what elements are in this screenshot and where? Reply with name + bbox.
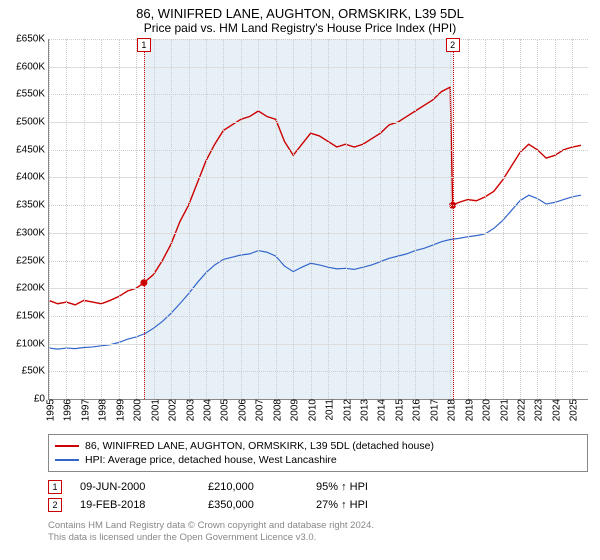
sale-row: 1 09-JUN-2000 £210,000 95% ↑ HPI — [48, 478, 588, 496]
footer-line: Contains HM Land Registry data © Crown c… — [48, 520, 588, 532]
legend-label: HPI: Average price, detached house, West… — [85, 454, 337, 466]
chart-plot-area: £0£50K£100K£150K£200K£250K£300K£350K£400… — [48, 39, 588, 400]
x-axis-label: 2023 — [530, 399, 545, 421]
x-axis-label: 2014 — [373, 399, 388, 421]
sale-price: £350,000 — [208, 499, 298, 511]
chart-title: 86, WINIFRED LANE, AUGHTON, ORMSKIRK, L3… — [0, 0, 600, 21]
sale-marker-box: 1 — [137, 38, 151, 52]
x-axis-label: 2018 — [443, 399, 458, 421]
x-axis-label: 2005 — [216, 399, 231, 421]
y-axis-label: £650K — [16, 34, 49, 45]
y-axis-label: £350K — [16, 200, 49, 211]
x-axis-label: 2007 — [251, 399, 266, 421]
sale-marker-box: 2 — [48, 498, 62, 512]
sales-list: 1 09-JUN-2000 £210,000 95% ↑ HPI 2 19-FE… — [48, 478, 588, 514]
x-axis-label: 2002 — [164, 399, 179, 421]
y-axis-label: £100K — [16, 338, 49, 349]
y-axis-label: £600K — [16, 61, 49, 72]
y-axis-label: £400K — [16, 172, 49, 183]
x-axis-label: 2017 — [425, 399, 440, 421]
x-axis-label: 2013 — [355, 399, 370, 421]
y-axis-label: £50K — [22, 366, 49, 377]
sale-date: 09-JUN-2000 — [80, 481, 190, 493]
sale-date: 19-FEB-2018 — [80, 499, 190, 511]
sale-hpi: 95% ↑ HPI — [316, 481, 368, 493]
x-axis-label: 2001 — [146, 399, 161, 421]
x-axis-label: 2000 — [129, 399, 144, 421]
y-axis-label: £150K — [16, 310, 49, 321]
series-line — [49, 195, 581, 349]
sale-marker-line — [453, 39, 454, 399]
x-axis-label: 2024 — [547, 399, 562, 421]
x-axis-label: 2016 — [408, 399, 423, 421]
x-axis-label: 2020 — [478, 399, 493, 421]
legend-swatch-red — [55, 445, 79, 447]
x-axis-label: 2006 — [233, 399, 248, 421]
y-axis-label: £550K — [16, 89, 49, 100]
x-axis-label: 2010 — [303, 399, 318, 421]
sale-marker-line — [144, 39, 145, 399]
sale-price: £210,000 — [208, 481, 298, 493]
x-axis-label: 2025 — [565, 399, 580, 421]
x-axis-label: 2008 — [268, 399, 283, 421]
footer-line: This data is licensed under the Open Gov… — [48, 532, 588, 544]
x-axis-label: 2012 — [338, 399, 353, 421]
y-axis-label: £500K — [16, 117, 49, 128]
legend: 86, WINIFRED LANE, AUGHTON, ORMSKIRK, L3… — [48, 434, 588, 472]
sale-marker-box: 2 — [446, 38, 460, 52]
x-axis-label: 2003 — [181, 399, 196, 421]
chart-container: 86, WINIFRED LANE, AUGHTON, ORMSKIRK, L3… — [0, 0, 600, 560]
footer: Contains HM Land Registry data © Crown c… — [48, 520, 588, 545]
x-axis-label: 1997 — [76, 399, 91, 421]
x-axis-label: 1998 — [94, 399, 109, 421]
legend-row: 86, WINIFRED LANE, AUGHTON, ORMSKIRK, L3… — [55, 439, 581, 453]
y-axis-label: £300K — [16, 227, 49, 238]
y-axis-label: £250K — [16, 255, 49, 266]
legend-swatch-blue — [55, 459, 79, 461]
legend-label: 86, WINIFRED LANE, AUGHTON, ORMSKIRK, L3… — [85, 440, 434, 452]
sale-marker-box: 1 — [48, 480, 62, 494]
legend-row: HPI: Average price, detached house, West… — [55, 453, 581, 467]
x-axis-label: 2021 — [495, 399, 510, 421]
y-axis-label: £450K — [16, 144, 49, 155]
y-axis-label: £200K — [16, 283, 49, 294]
chart-subtitle: Price paid vs. HM Land Registry's House … — [0, 21, 600, 35]
sale-row: 2 19-FEB-2018 £350,000 27% ↑ HPI — [48, 496, 588, 514]
x-axis-label: 2009 — [286, 399, 301, 421]
x-axis-label: 1999 — [111, 399, 126, 421]
x-axis-label: 2015 — [390, 399, 405, 421]
x-axis-label: 1996 — [59, 399, 74, 421]
chart-svg — [49, 39, 588, 399]
x-axis-label: 2022 — [512, 399, 527, 421]
x-axis-label: 2019 — [460, 399, 475, 421]
sale-hpi: 27% ↑ HPI — [316, 499, 368, 511]
x-axis-label: 2011 — [321, 399, 336, 421]
x-axis-label: 1995 — [42, 399, 57, 421]
x-axis-label: 2004 — [198, 399, 213, 421]
series-line — [49, 87, 581, 305]
